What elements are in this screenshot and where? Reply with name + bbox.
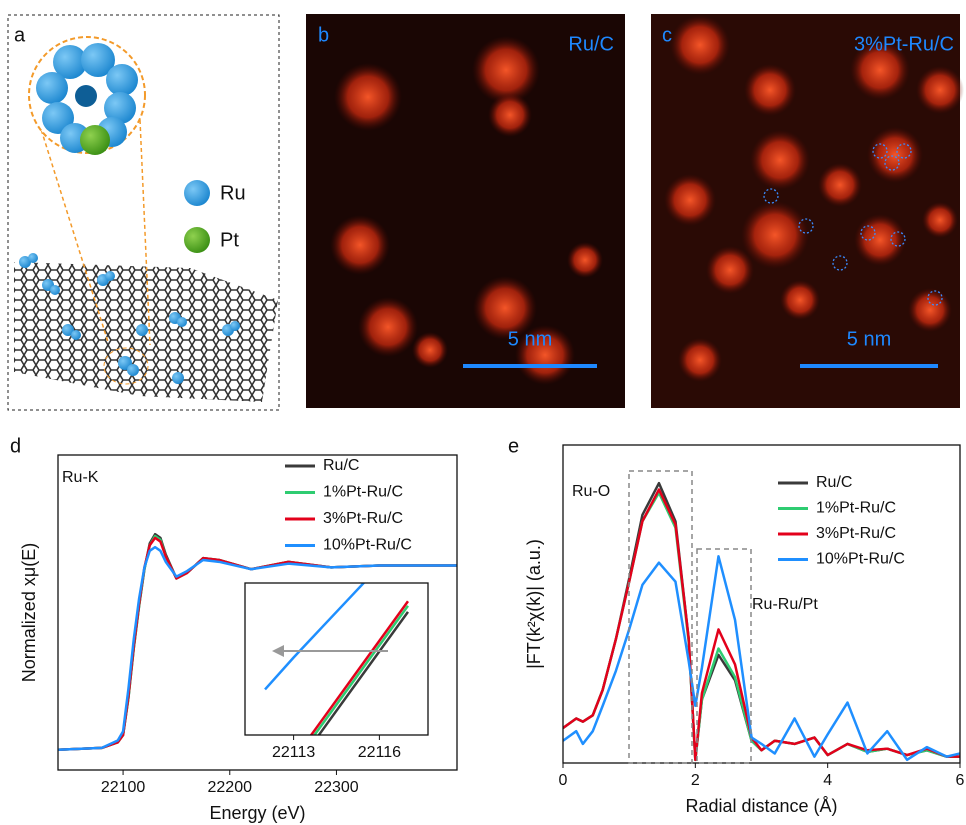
legend-label: 10%Pt-Ru/C [323, 537, 412, 554]
x-tick-label: 22116 [358, 744, 401, 761]
x-tick-label: 22100 [101, 779, 146, 796]
panel-a: a Ru Pt [8, 15, 279, 410]
y-axis-label: Normalized xμ(E) [19, 543, 39, 682]
legend-label: 1%Pt-Ru/C [323, 484, 403, 501]
annotation: Ru-Ru/Pt [752, 596, 818, 613]
legend-label: 10%Pt-Ru/C [816, 551, 905, 568]
scale-label: 5 nm [508, 328, 552, 350]
legend-label: Ru/C [816, 474, 852, 491]
panel-c: c 3%Pt-Ru/C 5 nm [651, 14, 964, 408]
legend-pt [184, 227, 210, 253]
legend-label: 3%Pt-Ru/C [816, 525, 896, 542]
x-tick-label: 22300 [314, 779, 359, 796]
panel-label: e [508, 435, 519, 457]
legend-label: 3%Pt-Ru/C [323, 510, 403, 527]
panel-label: b [318, 24, 329, 46]
sample-label: Ru/C [568, 33, 614, 55]
x-tick-label: 22113 [272, 744, 315, 761]
legend-ru [184, 180, 210, 206]
panel-b: b Ru/C 5 nm [306, 14, 625, 408]
x-tick-label: 22200 [208, 779, 253, 796]
y-axis-label: |FT(k²χ(k)| (a.u.) [524, 539, 544, 669]
x-tick-label: 2 [691, 772, 700, 789]
figure: a Ru Pt b Ru/C 5 nm c 3%Pt-Ru/C 5 nm 221… [0, 0, 966, 825]
panel-label: d [10, 435, 21, 457]
x-axis-label: Energy (eV) [209, 803, 305, 823]
x-tick-label: 6 [956, 772, 965, 789]
legend-label: Ru [220, 182, 246, 204]
legend-label: 1%Pt-Ru/C [816, 500, 896, 517]
annotation: Ru-O [572, 483, 610, 500]
x-tick-label: 4 [823, 772, 832, 789]
panel-label: c [662, 24, 672, 46]
x-axis-label: Radial distance (Å) [685, 796, 837, 816]
sample-label: 3%Pt-Ru/C [854, 33, 954, 55]
scale-label: 5 nm [847, 328, 891, 350]
panel-label: a [14, 24, 26, 46]
legend-label: Ru/C [323, 457, 359, 474]
annotation: Ru-K [62, 469, 99, 486]
x-tick-label: 0 [559, 772, 568, 789]
legend-label: Pt [220, 229, 239, 251]
